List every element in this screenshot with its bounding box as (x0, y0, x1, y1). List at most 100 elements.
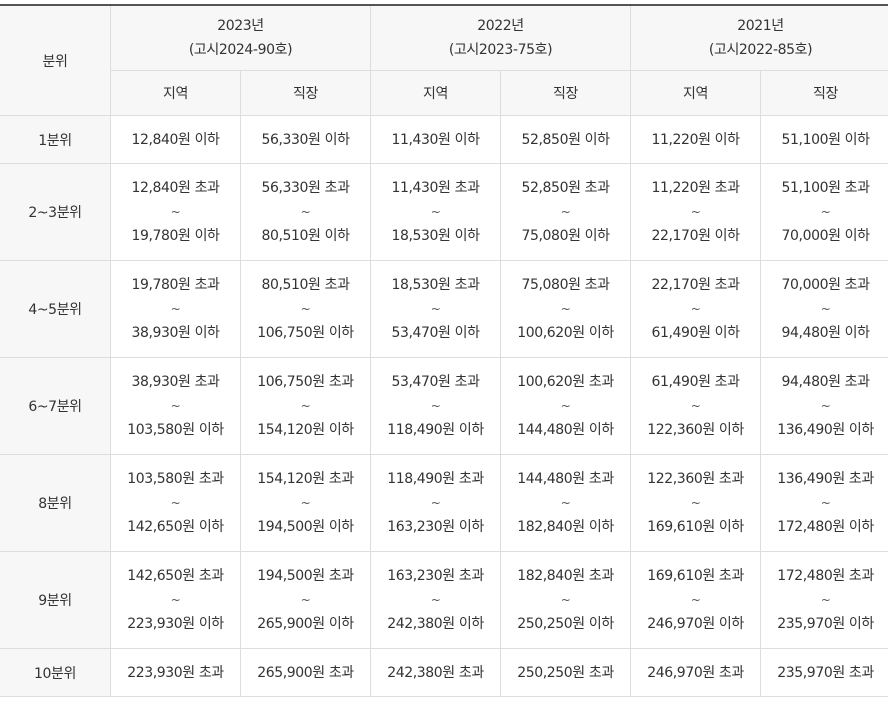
range-upper-bound: 75,080원 이하 (521, 228, 610, 244)
range-upper-bound: 136,490원 이하 (777, 422, 874, 438)
premium-range-cell: 100,620원 초과 ~144,480원 이하 (500, 357, 632, 455)
range-lower-bound: 118,490원 초과 (387, 471, 484, 487)
range-lower-bound: 265,900원 초과 (257, 664, 354, 681)
range-lower-bound: 22,170원 초과 (651, 277, 740, 293)
range-lower-bound: 56,330원 이하 (261, 131, 350, 148)
range-lower-bound: 12,840원 이하 (131, 131, 220, 148)
range-upper-bound: 122,360원 이하 (647, 422, 744, 438)
range-lower-bound: 250,250원 초과 (517, 664, 614, 681)
range-upper-bound: 18,530원 이하 (391, 228, 480, 244)
range-upper-bound: 106,750원 이하 (257, 325, 354, 341)
range-upper-bound: 118,490원 이하 (387, 422, 484, 438)
premium-range-cell: 142,650원 초과 ~223,930원 이하 (110, 551, 241, 649)
year-label: 2021년 (737, 18, 784, 34)
premium-range-cell: 53,470원 초과 ~118,490원 이하 (370, 357, 502, 455)
table-body: 1분위 12,840원 이하 56,330원 이하 11,430원 이하 52,850원… (0, 115, 888, 697)
premium-range-cell: 250,250원 초과 (500, 648, 632, 697)
range-upper-bound: 172,480원 이하 (777, 519, 874, 535)
range-separator: ~ (690, 302, 701, 316)
range-separator: ~ (560, 593, 571, 607)
year-header-2022: 2022년 (고시2023-75호) (370, 4, 632, 71)
year-header-2021: 2021년 (고시2022-85호) (630, 4, 888, 71)
table-row: 4~5분위 19,780원 초과 ~38,930원 이하 80,510원 초과 ~106… (0, 260, 888, 358)
premium-range-cell: 11,430원 초과 ~18,530원 이하 (370, 163, 502, 261)
premium-range-cell: 163,230원 초과 ~242,380원 이하 (370, 551, 502, 649)
range-lower-bound: 11,220원 초과 (651, 180, 740, 196)
range-upper-bound: 163,230원 이하 (387, 519, 484, 535)
premium-range-cell: 235,970원 초과 (760, 648, 888, 697)
notice-label: (고시2023-75호) (448, 42, 553, 58)
premium-range-cell: 12,840원 초과 ~19,780원 이하 (110, 163, 241, 261)
range-upper-bound: 142,650원 이하 (127, 519, 224, 535)
range-lower-bound: 246,970원 초과 (647, 664, 744, 681)
range-separator: ~ (430, 593, 441, 607)
range-lower-bound: 163,230원 초과 (387, 568, 484, 584)
range-separator: ~ (170, 496, 181, 510)
decile-label: 4~5분위 (0, 260, 111, 358)
range-separator: ~ (820, 399, 831, 413)
range-upper-bound: 169,610원 이하 (647, 519, 744, 535)
range-lower-bound: 56,330원 초과 (261, 180, 350, 196)
premium-range-cell: 169,610원 초과 ~246,970원 이하 (630, 551, 762, 649)
range-separator: ~ (300, 302, 311, 316)
range-lower-bound: 103,580원 초과 (127, 471, 224, 487)
range-upper-bound: 154,120원 이하 (257, 422, 354, 438)
premium-range-cell: 52,850원 초과 ~75,080원 이하 (500, 163, 632, 261)
sub-header-workplace: 직장 (500, 70, 632, 116)
range-upper-bound: 80,510원 이하 (261, 228, 350, 244)
sub-header-regional: 지역 (370, 70, 502, 116)
range-lower-bound: 80,510원 초과 (261, 277, 350, 293)
range-lower-bound: 38,930원 초과 (131, 374, 220, 390)
range-upper-bound: 70,000원 이하 (781, 228, 870, 244)
sub-header-regional: 지역 (630, 70, 762, 116)
premium-range-cell: 11,220원 초과 ~22,170원 이하 (630, 163, 762, 261)
premium-range-cell: 154,120원 초과 ~194,500원 이하 (239, 454, 372, 552)
range-separator: ~ (430, 399, 441, 413)
premium-range-cell: 70,000원 초과 ~94,480원 이하 (760, 260, 888, 358)
range-upper-bound: 250,250원 이하 (517, 616, 614, 632)
premium-range-cell: 22,170원 초과 ~61,490원 이하 (630, 260, 762, 358)
range-separator: ~ (170, 205, 181, 219)
year-header-2023: 2023년 (고시2024-90호) (109, 4, 372, 71)
range-lower-bound: 18,530원 초과 (391, 277, 480, 293)
range-lower-bound: 182,840원 초과 (517, 568, 614, 584)
premium-range-cell: 118,490원 초과 ~163,230원 이하 (370, 454, 502, 552)
decile-label: 8분위 (0, 454, 111, 552)
range-lower-bound: 11,430원 이하 (391, 131, 480, 148)
table-row: 1분위 12,840원 이하 56,330원 이하 11,430원 이하 52,850원… (0, 115, 888, 164)
income-decile-table: 분위 2023년 (고시2024-90호) 2022년 (고시2023-75호)… (0, 4, 888, 697)
range-lower-bound: 106,750원 초과 (257, 374, 354, 390)
range-upper-bound: 182,840원 이하 (517, 519, 614, 535)
decile-label: 10분위 (0, 648, 111, 697)
range-lower-bound: 194,500원 초과 (257, 568, 354, 584)
premium-range-cell: 94,480원 초과 ~136,490원 이하 (760, 357, 888, 455)
range-upper-bound: 19,780원 이하 (131, 228, 220, 244)
premium-range-cell: 242,380원 초과 (370, 648, 502, 697)
range-separator: ~ (430, 496, 441, 510)
range-lower-bound: 142,650원 초과 (127, 568, 224, 584)
range-lower-bound: 52,850원 초과 (521, 180, 610, 196)
range-upper-bound: 242,380원 이하 (387, 616, 484, 632)
range-lower-bound: 11,430원 초과 (391, 180, 480, 196)
year-header-row: 분위 2023년 (고시2024-90호) 2022년 (고시2023-75호)… (0, 4, 888, 116)
range-lower-bound: 154,120원 초과 (257, 471, 354, 487)
decile-label: 9분위 (0, 551, 111, 649)
premium-range-cell: 11,220원 이하 (630, 115, 762, 164)
range-lower-bound: 12,840원 초과 (131, 180, 220, 196)
range-separator: ~ (300, 496, 311, 510)
premium-range-cell: 18,530원 초과 ~53,470원 이하 (370, 260, 502, 358)
premium-range-cell: 136,490원 초과 ~172,480원 이하 (760, 454, 888, 552)
range-upper-bound: 235,970원 이하 (777, 616, 874, 632)
premium-range-cell: 56,330원 초과 ~80,510원 이하 (239, 163, 372, 261)
range-lower-bound: 51,100원 초과 (781, 180, 870, 196)
range-lower-bound: 235,970원 초과 (777, 664, 874, 681)
range-upper-bound: 246,970원 이하 (647, 616, 744, 632)
premium-range-cell: 103,580원 초과 ~142,650원 이하 (110, 454, 241, 552)
range-separator: ~ (170, 399, 181, 413)
range-lower-bound: 136,490원 초과 (777, 471, 874, 487)
premium-range-cell: 182,840원 초과 ~250,250원 이하 (500, 551, 632, 649)
premium-range-cell: 194,500원 초과 ~265,900원 이하 (239, 551, 372, 649)
range-lower-bound: 70,000원 초과 (781, 277, 870, 293)
year-label: 2023년 (217, 18, 264, 34)
range-lower-bound: 75,080원 초과 (521, 277, 610, 293)
